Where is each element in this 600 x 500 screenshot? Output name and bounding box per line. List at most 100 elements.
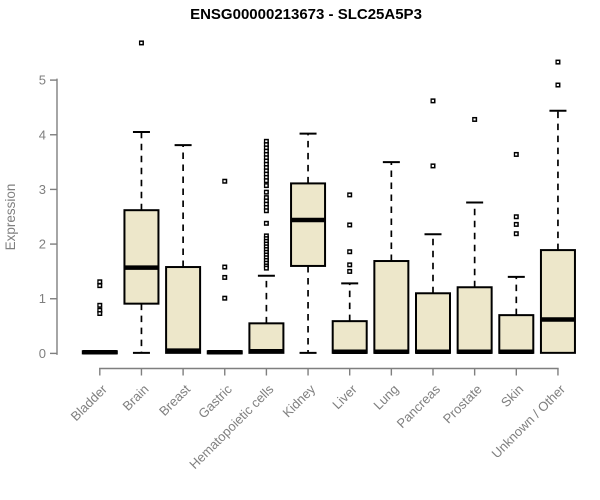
x-tick-label-breast: Breast <box>156 381 193 418</box>
outlier-point-center <box>265 191 268 194</box>
outlier-point-center <box>265 199 268 202</box>
outlier-point-center <box>431 99 434 102</box>
x-tick-label-skin: Skin <box>498 382 526 410</box>
outlier-point-center <box>265 259 268 262</box>
iqr-box <box>456 286 493 354</box>
outlier-point-center <box>223 276 226 279</box>
outlier-point-center <box>265 243 268 246</box>
outlier-point-center <box>556 84 559 87</box>
iqr-box <box>248 322 285 354</box>
outlier-point-center <box>98 309 101 312</box>
iqr-box <box>373 260 410 354</box>
y-tick-label: 3 <box>39 182 46 197</box>
outlier-point-center <box>265 251 268 254</box>
outlier-point-center <box>265 150 268 153</box>
outlier-point-center <box>265 140 268 143</box>
x-tick-label-brain: Brain <box>119 382 151 414</box>
outlier-point-center <box>98 280 101 283</box>
boxplot-skin <box>498 151 535 355</box>
outlier-point-center <box>98 312 101 315</box>
outlier-point-center <box>265 209 268 212</box>
outlier-point-center <box>223 266 226 269</box>
x-tick-label-lung: Lung <box>370 382 401 413</box>
boxplot-brain <box>123 40 160 354</box>
outlier-point-center <box>265 176 268 179</box>
iqr-box <box>331 320 368 354</box>
outlier-point-center <box>348 223 351 226</box>
outlier-point-center <box>98 304 101 307</box>
outlier-point-center <box>265 163 268 166</box>
outlier-point-center <box>515 232 518 235</box>
outlier-point-center <box>265 240 268 243</box>
outlier-point-center <box>265 169 268 172</box>
outlier-point-center <box>265 146 268 149</box>
boxplot-gastric <box>206 178 243 355</box>
outlier-point-center <box>265 234 268 237</box>
boxplot-lung <box>373 161 410 355</box>
outlier-point-center <box>265 245 268 248</box>
iqr-box <box>165 266 202 354</box>
iqr-box <box>539 249 576 354</box>
y-tick-label: 2 <box>39 237 46 252</box>
outlier-point-center <box>223 297 226 300</box>
boxplot-pancreas <box>415 98 451 355</box>
y-tick-label: 1 <box>39 291 46 306</box>
boxplot-breast <box>165 144 202 354</box>
outlier-point-center <box>265 254 268 257</box>
outlier-point-center <box>140 41 143 44</box>
outlier-point-center <box>223 180 226 183</box>
boxplot-liver <box>331 192 368 355</box>
boxplot-unknown-other <box>539 59 576 354</box>
outlier-point-center <box>265 267 268 270</box>
outlier-point-center <box>348 270 351 273</box>
outlier-point-center <box>265 153 268 156</box>
x-tick-label-pancreas: Pancreas <box>394 381 444 431</box>
boxplot-kidney <box>290 132 327 354</box>
x-tick-label-liver: Liver <box>329 381 360 412</box>
outlier-point-center <box>515 153 518 156</box>
boxes-layer <box>81 40 576 355</box>
iqr-box <box>415 292 451 354</box>
outlier-point-center <box>265 166 268 169</box>
outlier-point-center <box>348 250 351 253</box>
iqr-box <box>123 209 160 305</box>
iqr-box <box>290 182 327 267</box>
outlier-point-center <box>265 256 268 259</box>
outlier-point-center <box>348 193 351 196</box>
outlier-point-center <box>265 179 268 182</box>
outlier-point-center <box>265 159 268 162</box>
chart-title: ENSG00000213673 - SLC25A5P3 <box>190 6 422 23</box>
outlier-point-center <box>265 206 268 209</box>
outlier-point-center <box>348 263 351 266</box>
outlier-point-center <box>431 164 434 167</box>
x-tick-label-gastric: Gastric <box>195 381 235 421</box>
outlier-point-center <box>265 237 268 240</box>
x-tick-label-unknown-other: Unknown / Other <box>488 381 568 461</box>
y-tick-label: 5 <box>39 73 46 88</box>
outlier-point-center <box>265 248 268 251</box>
boxplot-prostate <box>456 116 493 355</box>
outlier-point-center <box>473 118 476 121</box>
outlier-point-center <box>265 203 268 206</box>
outlier-point-center <box>265 222 268 225</box>
outlier-point-center <box>556 61 559 64</box>
y-tick-label: 4 <box>39 127 46 142</box>
outlier-point-center <box>265 143 268 146</box>
x-tick-label-bladder: Bladder <box>68 381 111 424</box>
outlier-point-center <box>265 173 268 176</box>
outlier-point-center <box>98 284 101 287</box>
boxplot-bladder <box>81 279 118 355</box>
x-tick-label-kidney: Kidney <box>279 381 318 420</box>
outlier-point-center <box>265 262 268 265</box>
y-axis-label: Expression <box>3 184 18 251</box>
outlier-point-center <box>265 196 268 199</box>
outlier-point-center <box>515 215 518 218</box>
x-tick-label-prostate: Prostate <box>440 382 485 427</box>
outlier-point-center <box>515 223 518 226</box>
iqr-box <box>498 314 535 354</box>
outlier-point-center <box>265 156 268 159</box>
boxplot-hematopoietic-cells <box>248 138 285 354</box>
